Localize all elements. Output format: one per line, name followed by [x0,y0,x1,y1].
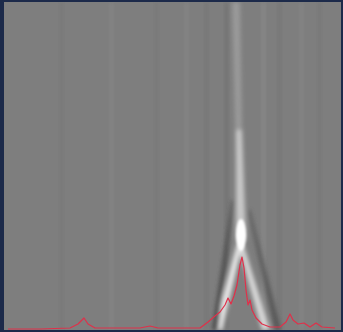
streak [110,2,113,330]
plot-area [8,257,335,329]
root [0,0,343,332]
streak [155,2,158,330]
border [0,0,343,332]
series-line [8,257,335,329]
streak [318,2,321,330]
streak [205,2,208,330]
image-bg [4,2,341,330]
cone-dark [212,200,234,330]
streak [278,2,281,330]
streak [185,2,188,330]
streak [300,2,303,330]
streak [60,2,63,330]
cone [212,2,281,330]
image [4,2,341,330]
chart [0,0,343,332]
cone-core [236,219,246,251]
